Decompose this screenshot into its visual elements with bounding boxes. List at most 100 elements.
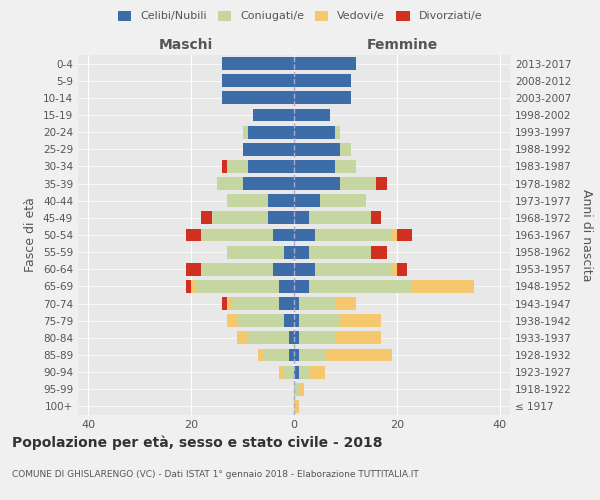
Bar — [299, 383, 304, 396]
Bar — [294, 332, 299, 344]
Bar — [284, 246, 294, 258]
Bar — [227, 246, 284, 258]
Bar — [289, 332, 294, 344]
Bar — [242, 143, 294, 156]
Bar — [242, 177, 294, 190]
Y-axis label: Fasce di età: Fasce di età — [25, 198, 37, 272]
Bar — [392, 263, 397, 276]
Bar — [263, 348, 289, 362]
Bar — [335, 160, 356, 173]
Bar — [227, 160, 248, 173]
Bar — [294, 194, 320, 207]
Bar — [222, 74, 294, 87]
Bar — [299, 366, 310, 378]
Bar — [299, 348, 325, 362]
Bar — [294, 228, 314, 241]
Bar — [222, 297, 227, 310]
Bar — [314, 263, 392, 276]
Bar — [371, 246, 386, 258]
Bar — [376, 177, 386, 190]
Bar — [294, 348, 299, 362]
Bar — [294, 143, 340, 156]
Bar — [294, 212, 310, 224]
Bar — [227, 194, 268, 207]
Bar — [325, 348, 392, 362]
Bar — [278, 366, 284, 378]
Bar — [392, 228, 397, 241]
Bar — [310, 246, 371, 258]
Bar — [222, 92, 294, 104]
Bar — [217, 177, 242, 190]
Bar — [268, 194, 294, 207]
Bar — [412, 280, 474, 293]
Bar — [248, 126, 294, 138]
Bar — [186, 228, 202, 241]
Bar — [268, 212, 294, 224]
Bar — [294, 280, 310, 293]
Legend: Celibi/Nubili, Coniugati/e, Vedovi/e, Divorziati/e: Celibi/Nubili, Coniugati/e, Vedovi/e, Di… — [118, 10, 482, 22]
Bar — [294, 92, 350, 104]
Bar — [397, 228, 412, 241]
Text: Popolazione per età, sesso e stato civile - 2018: Popolazione per età, sesso e stato civil… — [12, 435, 383, 450]
Bar — [294, 314, 299, 327]
Bar — [238, 332, 248, 344]
Bar — [294, 400, 299, 413]
Bar — [227, 314, 238, 327]
Bar — [222, 57, 294, 70]
Bar — [294, 108, 330, 122]
Bar — [202, 212, 212, 224]
Bar — [212, 212, 268, 224]
Bar — [310, 280, 412, 293]
Text: Maschi: Maschi — [159, 38, 213, 52]
Bar — [248, 332, 289, 344]
Bar — [289, 348, 294, 362]
Bar — [191, 280, 196, 293]
Bar — [294, 383, 299, 396]
Bar — [196, 280, 278, 293]
Bar — [335, 297, 356, 310]
Bar — [278, 280, 294, 293]
Bar — [335, 332, 382, 344]
Bar — [299, 297, 335, 310]
Bar — [294, 74, 350, 87]
Text: COMUNE DI GHISLARENGO (VC) - Dati ISTAT 1° gennaio 2018 - Elaborazione TUTTITALI: COMUNE DI GHISLARENGO (VC) - Dati ISTAT … — [12, 470, 419, 479]
Bar — [335, 126, 340, 138]
Bar — [310, 212, 371, 224]
Bar — [397, 263, 407, 276]
Bar — [340, 177, 376, 190]
Y-axis label: Anni di nascita: Anni di nascita — [580, 188, 593, 281]
Bar — [232, 297, 278, 310]
Bar — [284, 366, 294, 378]
Bar — [242, 126, 248, 138]
Bar — [202, 228, 274, 241]
Bar — [227, 297, 232, 310]
Bar — [294, 57, 356, 70]
Bar — [310, 366, 325, 378]
Bar — [314, 228, 392, 241]
Bar — [294, 177, 340, 190]
Bar — [274, 263, 294, 276]
Bar — [274, 228, 294, 241]
Bar — [340, 143, 350, 156]
Bar — [284, 314, 294, 327]
Bar — [258, 348, 263, 362]
Bar — [186, 280, 191, 293]
Bar — [278, 297, 294, 310]
Bar — [294, 263, 314, 276]
Text: Femmine: Femmine — [367, 38, 437, 52]
Bar — [186, 263, 202, 276]
Bar — [320, 194, 366, 207]
Bar — [299, 314, 340, 327]
Bar — [222, 160, 227, 173]
Bar — [202, 263, 274, 276]
Bar — [294, 297, 299, 310]
Bar — [294, 246, 310, 258]
Bar — [253, 108, 294, 122]
Bar — [340, 314, 382, 327]
Bar — [294, 126, 335, 138]
Bar — [238, 314, 284, 327]
Bar — [371, 212, 382, 224]
Bar — [294, 160, 335, 173]
Bar — [299, 332, 335, 344]
Bar — [294, 366, 299, 378]
